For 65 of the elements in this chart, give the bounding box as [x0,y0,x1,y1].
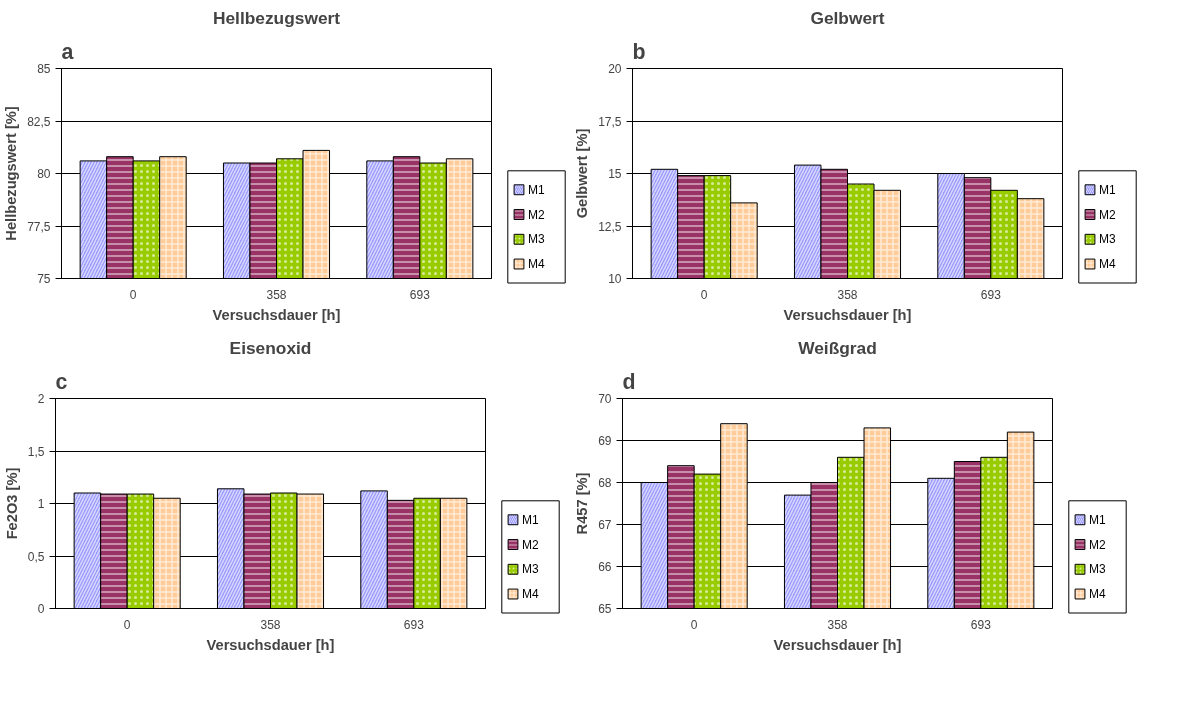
x-tick-label: 0 [129,287,137,302]
x-tick-label: 0 [690,617,698,632]
legend-label: M3 [528,232,546,247]
legend-label: M1 [1089,512,1107,527]
y-tick-label: 20 [608,62,622,76]
legend-label: M1 [522,512,540,527]
chart-title: Weißgrad [798,337,877,358]
x-tick-label: 358 [837,287,858,302]
legend-label: M3 [522,562,540,577]
legend-label: M2 [1089,537,1107,552]
y-tick-label: 67 [598,518,612,532]
chart-title: Gelbwert [810,7,885,28]
y-axis-title: Fe2O3 [%] [3,467,20,540]
legend-label: M3 [1089,562,1107,577]
y-tick-label: 0,5 [27,549,45,564]
legend-label: M4 [522,587,540,602]
text: a [61,39,74,64]
x-tick-label: 358 [827,617,848,632]
y-tick-label: 80 [37,167,51,181]
chart-title: Eisenoxid [229,337,312,358]
x-tick-label: 693 [970,617,992,632]
x-axis-title: Versuchsdauer [h] [212,306,341,323]
y-tick-label: 70 [598,392,612,406]
y-axis-title: Gelbwert [%] [574,128,591,219]
x-axis-title: Versuchsdauer [h] [206,636,335,653]
text: c [55,369,68,394]
x-tick-label: 358 [260,617,281,632]
y-tick-label: 82,5 [27,114,51,129]
x-tick-label: 693 [980,287,1002,302]
y-tick-label: 69 [598,434,612,448]
x-tick-label: 0 [123,617,131,632]
text: d [622,369,636,394]
y-tick-label: 1,5 [27,444,45,459]
y-tick-label: 65 [598,602,612,616]
legend-label: M2 [528,207,546,222]
x-tick-label: 693 [403,617,425,632]
y-tick-label: 15 [608,167,622,181]
y-tick-label: 85 [37,62,51,76]
x-axis-title: Versuchsdauer [h] [773,636,902,653]
y-tick-label: 2 [37,392,45,406]
x-axis-title: Versuchsdauer [h] [783,306,912,323]
x-tick-label: 693 [409,287,431,302]
y-tick-label: 0 [37,602,45,616]
legend-label: M1 [528,182,546,197]
legend-label: M3 [1099,232,1117,247]
chart-title: Hellbezugswert [212,7,341,28]
y-tick-label: 12,5 [598,219,622,234]
text: b [632,39,646,64]
y-tick-label: 10 [608,272,622,286]
legend-label: M1 [1099,182,1117,197]
y-tick-label: 75 [37,272,51,286]
x-tick-label: 358 [266,287,287,302]
y-tick-label: 1 [37,497,45,511]
legend-label: M2 [522,537,540,552]
legend-label: M4 [1089,587,1107,602]
legend-label: M2 [1099,207,1117,222]
legend-label: M4 [528,257,546,272]
y-axis-title: Hellbezugswert [%] [3,106,20,241]
y-tick-label: 66 [598,560,612,574]
y-tick-label: 77,5 [27,219,51,234]
y-tick-label: 17,5 [598,114,622,129]
y-axis-title: R457 [%] [574,472,591,535]
y-tick-label: 68 [598,476,612,490]
x-tick-label: 0 [700,287,708,302]
legend-label: M4 [1099,257,1117,272]
